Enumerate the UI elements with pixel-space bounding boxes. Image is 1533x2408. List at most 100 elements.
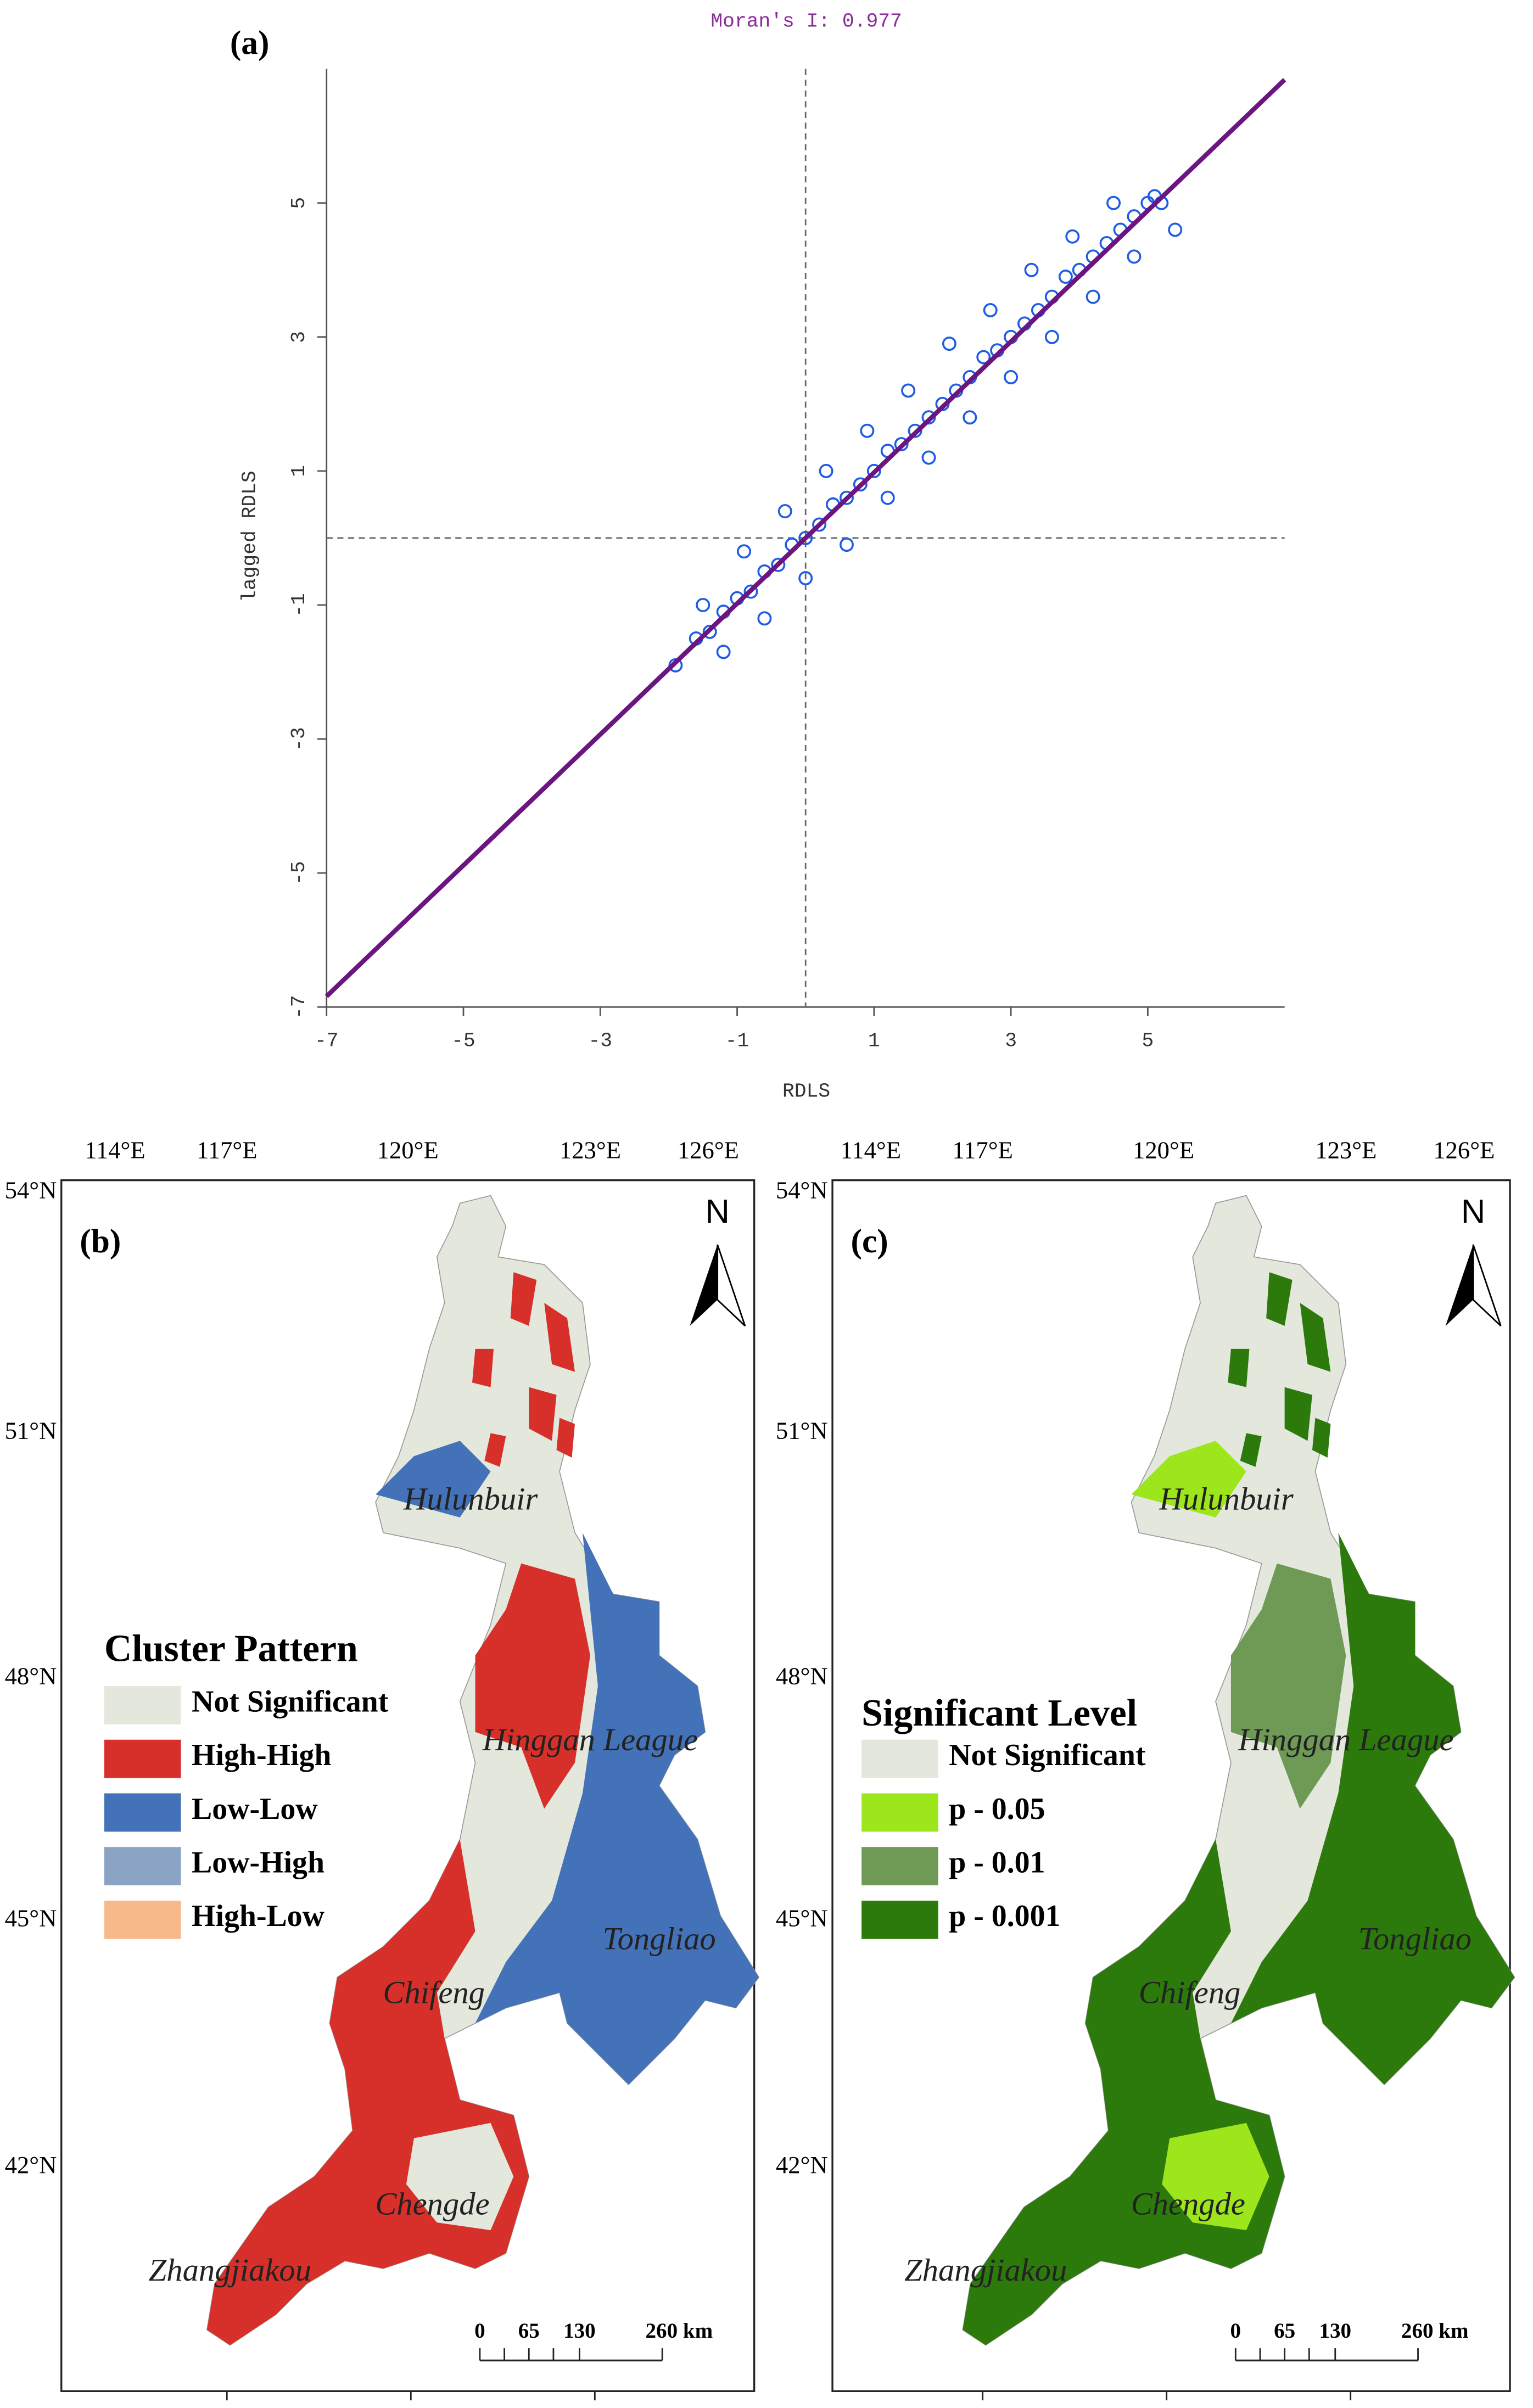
legend-swatch [861, 1793, 938, 1832]
lat-label: 51°N [776, 1417, 828, 1444]
lat-label: 42°N [776, 2151, 828, 2179]
scatter-point [901, 383, 916, 398]
city-label: Hulunbuir [403, 1481, 538, 1516]
scale-label: 0 [1230, 2319, 1241, 2343]
map-panel: 114°E 117°E 120°E 123°E 126°E 54°N 51°N 48°N 45°… [776, 1136, 1515, 2401]
lon-label: 123°E [1315, 1136, 1377, 1164]
scatter-point [942, 337, 956, 351]
y-tick-label: -5 [288, 861, 310, 885]
scatter-point [1024, 262, 1039, 277]
scale-label: 65 [518, 2319, 540, 2343]
legend-swatch [104, 1686, 181, 1724]
city-label: Hulunbuir [1159, 1481, 1293, 1516]
scatter-point [798, 530, 813, 545]
scatter-panel: (a) Moran's I: 0.977 RDLS lagged RDLS -7 -5 -3… [230, 10, 1286, 1102]
legend-label: p - 0.01 [949, 1845, 1045, 1879]
lon-label: 114°E [841, 1136, 901, 1164]
scatter-point [1106, 195, 1121, 210]
legend-label: High-Low [192, 1899, 325, 1933]
lon-label: 120°E [377, 1136, 439, 1164]
scatter-point [921, 450, 936, 465]
x-tick-label: -1 [725, 1029, 749, 1052]
scale-label: 260 km [1401, 2319, 1469, 2343]
map-panel: 114°E 117°E 120°E 123°E 126°E 54°N 51°N 48°N 45°… [5, 1136, 760, 2401]
city-label: Zhangjiakou [149, 2252, 311, 2288]
x-tick-label: -3 [589, 1029, 613, 1052]
lon-label: 120°E [1133, 1136, 1194, 1164]
north-arrow [717, 1244, 746, 1326]
x-tick-label: 1 [868, 1029, 880, 1052]
north-label: N [1461, 1192, 1485, 1230]
scatter-point [777, 504, 792, 519]
scatter-point [702, 624, 717, 639]
scatter-point [1168, 222, 1183, 237]
maps: 114°E 117°E 120°E 123°E 126°E 54°N 51°N 48°N 45°… [5, 1136, 1515, 2401]
lon-label: 117°E [952, 1136, 1012, 1164]
scale-label: 0 [474, 2319, 485, 2343]
scatter-point [839, 537, 854, 552]
y-tick-label: -7 [288, 995, 310, 1019]
x-axis-label: RDLS [782, 1080, 830, 1102]
north-arrow [1472, 1244, 1502, 1326]
legend-swatch [104, 1847, 181, 1885]
scale-label: 260 km [646, 2319, 713, 2343]
legend-title: Significant Level [861, 1692, 1137, 1734]
scatter-point [983, 303, 998, 317]
y-tick-label: 3 [288, 331, 310, 343]
legend-label: Low-High [192, 1845, 324, 1879]
panel-label: (c) [851, 1223, 888, 1260]
lon-label: 117°E [197, 1136, 257, 1164]
legend-label: High-High [192, 1738, 331, 1772]
panel-label: (a) [230, 24, 270, 61]
scatter-point [853, 477, 868, 492]
scatter-point [976, 350, 991, 365]
lat-label: 54°N [776, 1176, 828, 1203]
scatter-point [1004, 370, 1019, 385]
scatter-point [1086, 289, 1100, 304]
scatter-point [839, 490, 854, 505]
scatter-point [860, 423, 875, 438]
scatter-point [1127, 249, 1142, 264]
city-label: Chengde [1131, 2186, 1245, 2222]
y-tick-label: 5 [288, 197, 310, 209]
scatter-point [880, 490, 895, 505]
scatter-point [894, 437, 909, 452]
legend-label: p - 0.05 [949, 1792, 1045, 1826]
city-label: Hinggan League [482, 1722, 698, 1757]
city-label: Hinggan League [1238, 1722, 1453, 1757]
scatter-point [1044, 329, 1059, 344]
x-tick-label: -7 [315, 1029, 339, 1052]
legend-swatch [861, 1900, 938, 1939]
fit-line [324, 78, 1286, 998]
lat-label: 45°N [5, 1904, 57, 1931]
legend-title: Cluster Pattern [104, 1628, 358, 1670]
lat-label: 48°N [776, 1662, 828, 1689]
chart-title: Moran's I: 0.977 [710, 10, 902, 33]
legend-swatch [104, 1793, 181, 1832]
city-label: Tongliao [602, 1921, 715, 1957]
city-label: Chifeng [383, 1974, 485, 2010]
scatter-point [866, 463, 881, 478]
legend-label: Low-Low [192, 1792, 318, 1826]
legend-swatch [104, 1900, 181, 1939]
scatter-point [1065, 229, 1080, 244]
scatter-point [716, 645, 731, 659]
north-label: N [705, 1192, 729, 1230]
city-label: Zhangjiakou [904, 2252, 1067, 2288]
legend-swatch [861, 1847, 938, 1885]
y-tick-label: -3 [288, 727, 310, 751]
scatter-point [1058, 269, 1073, 284]
lat-label: 51°N [5, 1417, 57, 1444]
x-tick-label: 3 [1005, 1029, 1017, 1052]
legend-label: Not Significant [192, 1684, 389, 1718]
y-tick-label: -1 [288, 593, 310, 617]
scale-label: 65 [1274, 2319, 1295, 2343]
scatter-point [743, 584, 758, 599]
scatter-point [963, 410, 977, 425]
scatter-point [771, 557, 786, 572]
scatter-point [908, 423, 922, 438]
city-label: Chengde [375, 2186, 489, 2222]
